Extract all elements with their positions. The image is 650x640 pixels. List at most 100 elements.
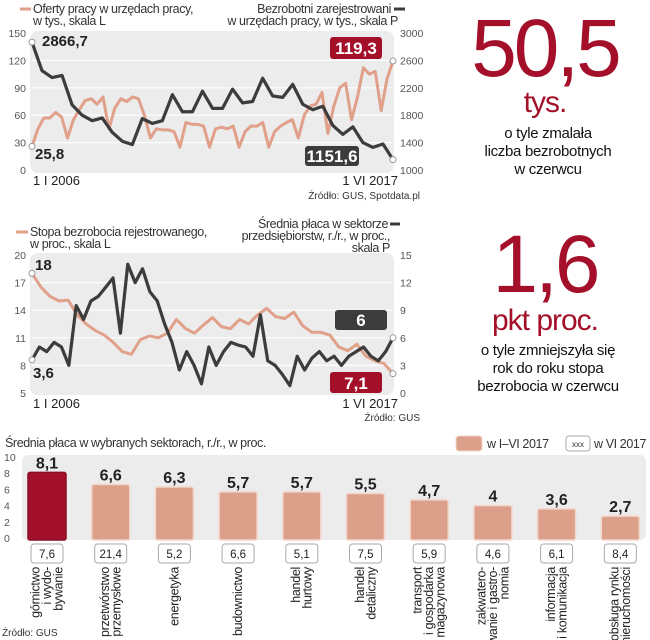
legend-swatch-bar — [455, 435, 483, 452]
endpoint-marker — [28, 142, 36, 150]
y-tick-left: 14 — [14, 305, 26, 317]
bar-value-label: 6,3 — [163, 470, 185, 487]
headline-1-value: 50,5 — [471, 3, 619, 94]
legend-swatch-box — [565, 435, 591, 452]
label-left-start: 18 — [35, 257, 52, 274]
legend-right-line1: Średnia płaca w sektorze — [258, 216, 389, 231]
headline-1: 50,5 tys. o tyle zmalała liczba bezrobot… — [471, 3, 622, 178]
y-tick-left: 11 — [15, 333, 26, 345]
category-label: zakwatero- — [474, 567, 488, 625]
category-label: i komunikacja — [555, 567, 569, 639]
label-right-start: 2866,7 — [42, 33, 88, 50]
june-value-label: 5,2 — [166, 549, 182, 561]
y-tick-right: 3 — [400, 360, 406, 372]
june-value-label: 4,6 — [485, 549, 501, 561]
headline-1-line3: w czerwcu — [513, 161, 581, 178]
category-label: handel — [289, 567, 303, 603]
end-box-offers — [330, 37, 382, 59]
y-tick-left: 30 — [14, 138, 26, 150]
category-label: i gospodarka — [422, 567, 436, 635]
category-label: budownictwo — [231, 567, 245, 636]
end-box-rate — [330, 372, 382, 393]
chart-offers-unemployed: 0 1000 30 1400 60 1800 90 2200 120 2600 150 3000 Of… — [8, 2, 423, 202]
bar-value-label: 2,7 — [609, 499, 631, 516]
source-1: Źródło: GUS, Spotdata.pl — [308, 189, 420, 202]
y-tick-right: 1800 — [400, 110, 424, 122]
legend-right-line2: w urzędach pracy, w tys., skala P — [226, 14, 398, 28]
bar-value-label: 3,6 — [545, 492, 567, 509]
y-tick-right: 9 — [400, 305, 406, 317]
y-tick-right: 2600 — [400, 55, 424, 67]
headline-1-line2: liczba bezrobotnych — [485, 143, 612, 160]
y-tick-left: 150 — [8, 28, 26, 40]
label-right-start: 3,6 — [33, 365, 54, 382]
june-value-box — [349, 543, 382, 564]
headline-2-line2: rok do roku stopa — [493, 360, 605, 377]
legend-right-line3: skala P — [352, 241, 390, 255]
y-tick-left: 0 — [20, 165, 26, 177]
category-label: i wydo- — [40, 567, 54, 605]
endpoint-marker — [28, 269, 36, 277]
june-value-label: 21,4 — [100, 549, 123, 561]
bar — [218, 491, 258, 541]
y-tick-right: 6 — [400, 333, 406, 345]
category-label: magazynowa — [434, 567, 448, 638]
bar — [90, 483, 131, 541]
endpoint-marker — [389, 156, 397, 164]
bar-value-label: 5,7 — [291, 475, 313, 492]
category-label: nomia — [497, 567, 511, 600]
bar-chart-sector-wages: Średnia płaca w wybranych sektorach, r./… — [2, 435, 647, 640]
headline-1-line1: o tyle zmalała — [504, 125, 592, 142]
y-tick-left: 120 — [8, 55, 26, 67]
endpoint-marker — [28, 38, 36, 46]
category-label: energetyka — [167, 567, 181, 626]
label-left-start: 25,8 — [35, 146, 64, 163]
bar — [282, 491, 322, 541]
x-end-label: 1 VI 2017 — [342, 173, 398, 188]
category-label: górnictwo — [29, 567, 43, 618]
bar-chart-title: Średnia płaca w wybranych sektorach, r./… — [5, 435, 266, 450]
category-label: handel — [353, 567, 367, 603]
y-tick-right: 3000 — [400, 28, 424, 40]
legend-bar-label: w I–VI 2017 — [486, 437, 549, 451]
y-tick-right: 1400 — [400, 138, 424, 150]
june-value-box — [603, 543, 637, 564]
series-line-right — [30, 41, 395, 161]
legend-left-line2: w tys., skala L — [32, 14, 106, 28]
june-value-label: 5,9 — [421, 549, 437, 561]
bar — [154, 486, 195, 541]
headline-1-unit: tys. — [524, 86, 567, 119]
headline-2-unit: pkt proc. — [492, 304, 598, 337]
y-tick-left: 8 — [20, 360, 26, 372]
june-value-box — [157, 543, 191, 564]
y-tick-right: 2200 — [400, 83, 424, 95]
category-label: hurtowy — [301, 566, 315, 609]
plot-background — [30, 31, 394, 173]
category-label: bywanie — [52, 567, 66, 611]
plot-background — [30, 253, 394, 395]
june-value-box — [30, 543, 64, 564]
series-line-left — [30, 60, 395, 149]
bar — [473, 504, 513, 541]
label-left-end: 119,3 — [335, 39, 377, 58]
end-box-wages — [335, 310, 387, 330]
series-line-left — [30, 272, 395, 375]
june-value-label: 5,1 — [294, 549, 310, 561]
bar-value-label: 4 — [488, 489, 497, 506]
end-box-unemployed — [305, 146, 359, 166]
y-tick: 8 — [4, 468, 10, 480]
bar-value-label: 6,6 — [100, 468, 122, 485]
category-label: obsługa rynku — [608, 567, 622, 640]
source-2: Źródło: GUS — [364, 411, 420, 424]
y-tick-right: 1000 — [400, 165, 424, 177]
june-value-label: 7,6 — [39, 549, 55, 561]
y-tick: 2 — [4, 517, 10, 529]
endpoint-marker — [389, 370, 397, 378]
endpoint-marker — [389, 57, 397, 65]
legend-left-line1: Oferty pracy w urzędach pracy, — [33, 2, 193, 16]
series-line-right — [30, 262, 395, 388]
june-value-label: 6,6 — [230, 549, 246, 561]
x-end-label: 1 VI 2017 — [342, 396, 398, 411]
bar — [409, 499, 449, 541]
